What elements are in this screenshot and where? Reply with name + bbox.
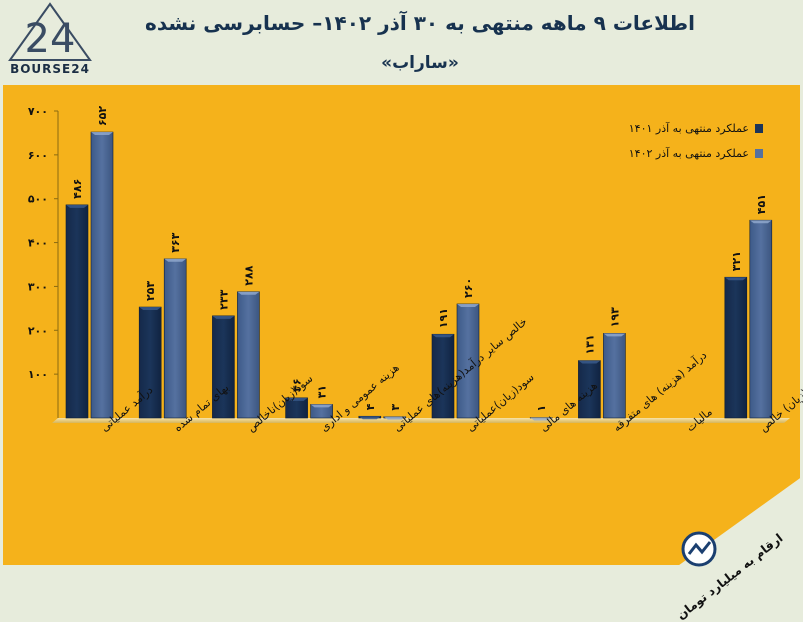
data-label: ۲۵۳ <box>144 281 157 301</box>
legend-label-1401: عملکرد منتهی به آذر ۱۴۰۱ <box>629 122 749 135</box>
y-tick-label: ۲۰۰ <box>28 324 48 337</box>
data-label: ۶۵۲ <box>96 106 109 126</box>
y-tick-label: ۳۰۰ <box>28 280 48 293</box>
bar <box>66 205 88 418</box>
data-label: ۱۳۱ <box>583 334 596 354</box>
legend-swatch-1402 <box>755 149 763 158</box>
bar <box>725 277 747 418</box>
data-label: ۴ <box>364 403 377 410</box>
data-label: ۳ <box>389 404 402 411</box>
bar <box>91 132 113 418</box>
legend-swatch-1401 <box>755 124 763 133</box>
data-label: ۱ <box>535 405 548 412</box>
y-tick-label: ۵۰۰ <box>28 193 48 206</box>
legend-item-1401: عملکرد منتهی به آذر ۱۴۰۱ <box>629 122 763 135</box>
data-label: ۲۶۰ <box>462 278 475 298</box>
y-tick-label: ۴۰۰ <box>28 237 48 250</box>
legend-item-1402: عملکرد منتهی به آذر ۱۴۰۲ <box>629 147 763 160</box>
bar <box>164 259 186 418</box>
category-label: هزینه عمومی و اداری <box>318 361 402 434</box>
data-label: ۱۹۱ <box>437 308 450 328</box>
bar <box>750 220 772 418</box>
y-tick-label: ۷۰۰ <box>28 105 48 118</box>
data-label: ۲۳۳ <box>217 289 230 309</box>
legend: عملکرد منتهی به آذر ۱۴۰۱ عملکرد منتهی به… <box>629 122 763 172</box>
data-label: ۳۲۱ <box>730 251 743 271</box>
data-label: ۴۸۶ <box>71 179 84 199</box>
bar <box>603 333 625 418</box>
data-label: ۴۵۱ <box>755 194 768 214</box>
chart-floor <box>52 418 790 423</box>
y-tick-label: ۶۰۰ <box>28 149 48 162</box>
data-label: ۳۱ <box>316 385 329 398</box>
data-label: ۱۹۳ <box>608 307 621 327</box>
y-tick-label: ۱۰۰ <box>28 368 48 381</box>
data-label: ۲۸۸ <box>242 265 255 285</box>
data-label: ۳۶۳ <box>169 232 182 252</box>
legend-label-1402: عملکرد منتهی به آذر ۱۴۰۲ <box>629 147 749 160</box>
bar <box>237 292 259 418</box>
unit-badge <box>675 476 803 568</box>
